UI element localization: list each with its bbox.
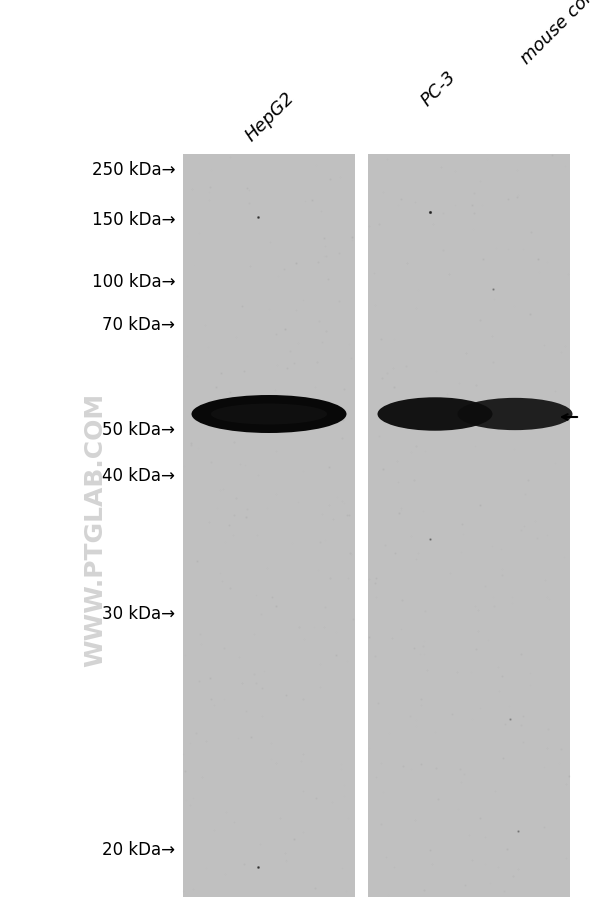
Bar [368,155,570,897]
Text: 70 kDa→: 70 kDa→ [102,316,175,334]
Text: mouse colon: mouse colon [517,0,600,68]
Ellipse shape [211,404,327,425]
Text: 40 kDa→: 40 kDa→ [102,466,175,484]
Text: 100 kDa→: 100 kDa→ [91,272,175,290]
Text: 50 kDa→: 50 kDa→ [102,420,175,438]
Text: 250 kDa→: 250 kDa→ [91,161,175,179]
Ellipse shape [191,396,347,434]
Text: HepG2: HepG2 [242,88,298,145]
Text: WWW.PTGLAB.COM: WWW.PTGLAB.COM [83,392,107,667]
Ellipse shape [458,399,572,430]
Text: 20 kDa→: 20 kDa→ [102,840,175,858]
Text: 150 kDa→: 150 kDa→ [91,211,175,229]
Text: PC-3: PC-3 [417,68,460,110]
Ellipse shape [377,398,493,431]
Bar [183,155,355,897]
Text: 30 kDa→: 30 kDa→ [102,604,175,622]
